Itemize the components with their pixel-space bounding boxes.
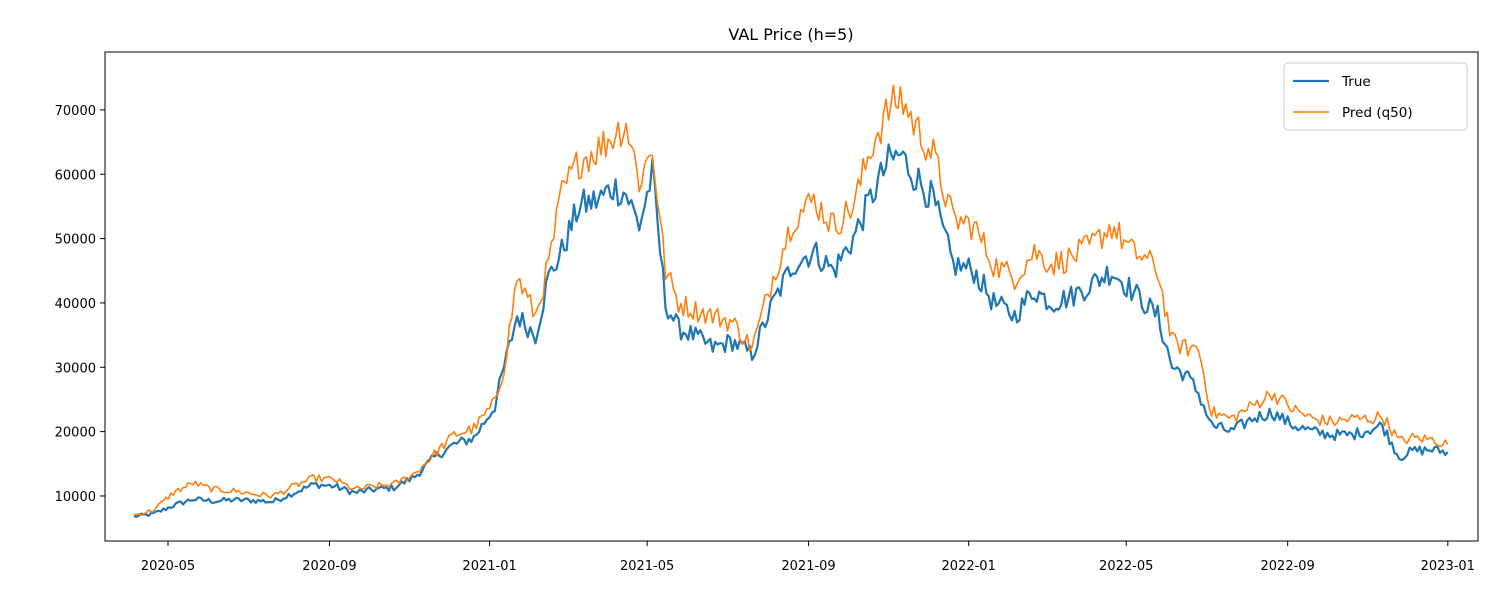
x-tick-label: 2023-01 xyxy=(1421,559,1475,574)
legend-label: True xyxy=(1341,74,1371,90)
x-tick-label: 2020-09 xyxy=(302,559,356,574)
y-tick-label: 10000 xyxy=(55,490,96,505)
plot-frame xyxy=(104,51,1479,542)
x-tick-label: 2022-05 xyxy=(1099,559,1153,574)
y-tick-label: 50000 xyxy=(55,233,96,248)
series-line-true xyxy=(133,143,1449,519)
x-tick-label: 2022-09 xyxy=(1261,559,1315,574)
x-axis: 2020-05 2020-09 2021-01 2021-05 2021-09 2022-… xyxy=(141,541,1475,574)
y-axis: 10000 20000 30000 40000 50000 60000 70000 xyxy=(55,104,105,505)
legend-label: Pred (q50) xyxy=(1342,105,1413,121)
x-tick-label: 2022-01 xyxy=(942,559,996,574)
y-tick-label: 20000 xyxy=(55,426,96,441)
series-line-pred xyxy=(133,84,1449,517)
y-tick-label: 60000 xyxy=(55,168,96,183)
y-tick-label: 30000 xyxy=(55,361,96,376)
x-tick-label: 2021-01 xyxy=(462,559,516,574)
legend: True Pred (q50) xyxy=(1283,62,1468,131)
y-tick-label: 70000 xyxy=(55,104,96,119)
legend-box xyxy=(1283,62,1468,131)
chart-title: VAL Price (h=5) xyxy=(728,25,853,44)
x-tick-label: 2021-05 xyxy=(620,559,674,574)
series-layer xyxy=(133,84,1449,519)
x-tick-label: 2021-09 xyxy=(781,559,835,574)
x-tick-label: 2020-05 xyxy=(141,559,195,574)
y-tick-label: 40000 xyxy=(55,297,96,312)
